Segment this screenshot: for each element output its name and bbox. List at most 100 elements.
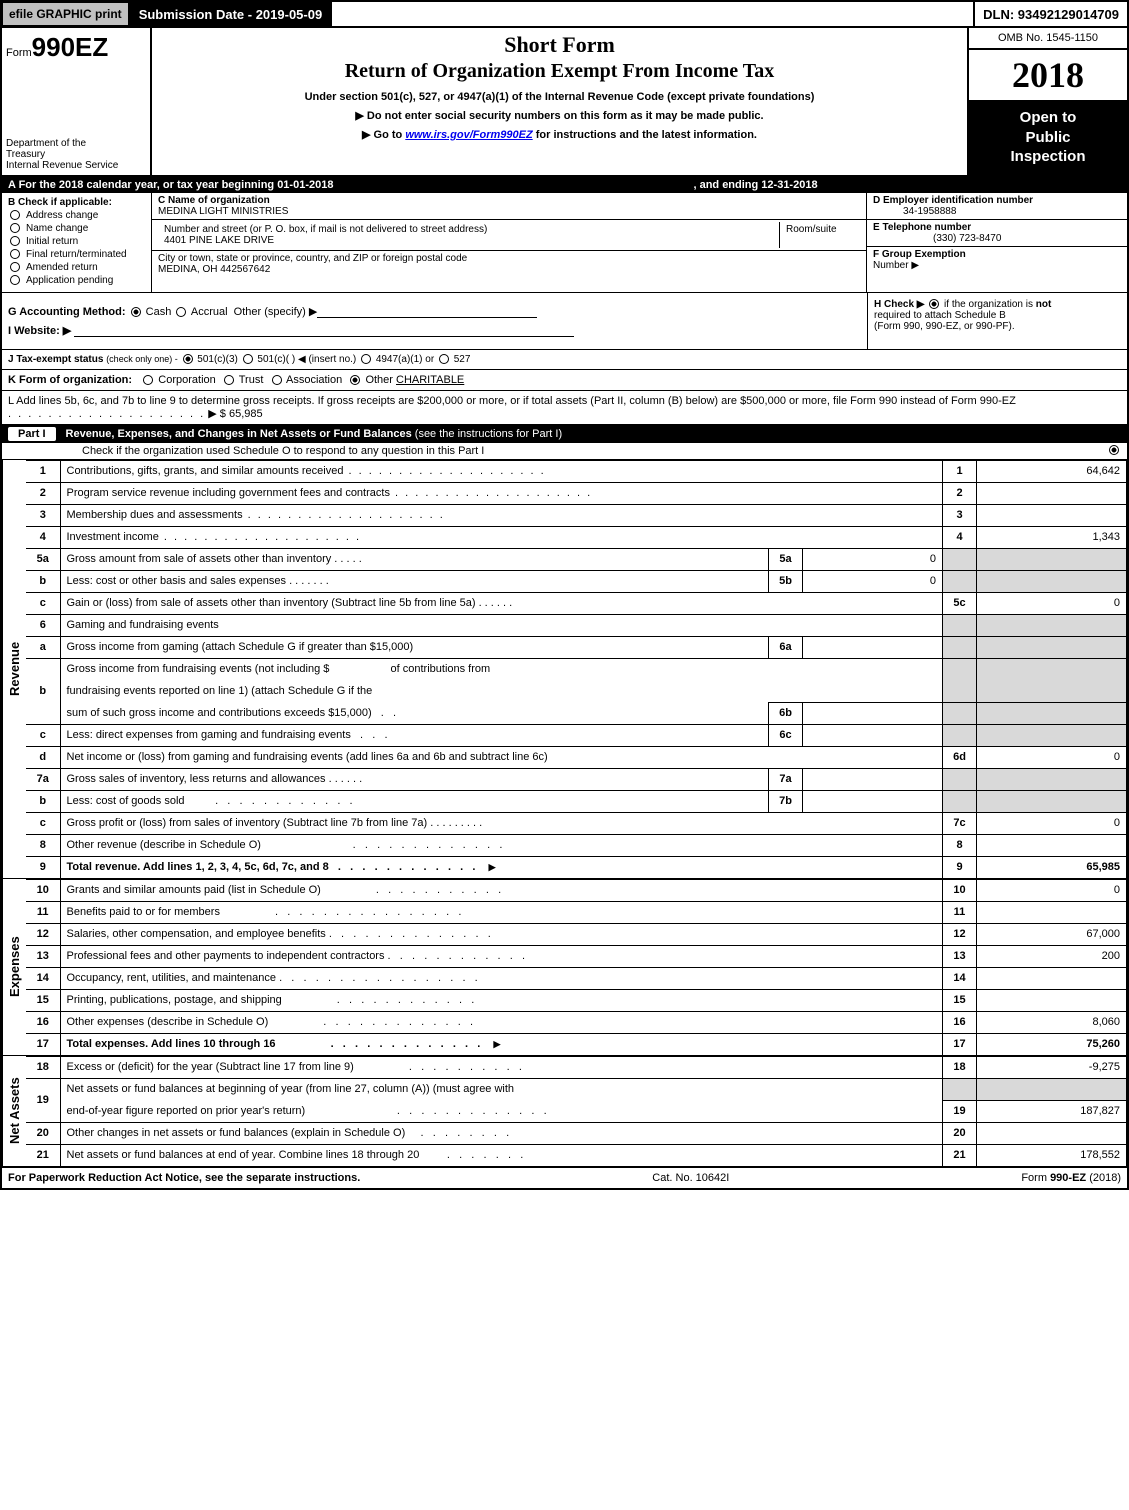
line-5b: bLess: cost or other basis and sales exp… [26, 570, 1127, 592]
chk-address-change[interactable]: Address change [8, 210, 145, 221]
radio-accrual[interactable] [176, 307, 186, 317]
desc: Gain or (loss) from sale of assets other… [60, 592, 943, 614]
part1-checkbox[interactable] [1109, 445, 1119, 455]
print-button[interactable]: efile GRAPHIC print [2, 2, 129, 26]
radio-501c[interactable] [243, 354, 253, 364]
phone-value: (330) 723-8470 [933, 233, 1001, 244]
col-b-checkboxes: B Check if applicable: Address change Na… [2, 193, 152, 292]
line-8: 8Other revenue (describe in Schedule O) … [26, 834, 1127, 856]
val: 1,343 [977, 526, 1127, 548]
dots [343, 465, 545, 477]
footer-center: Cat. No. 10642I [652, 1172, 729, 1184]
chk-final-return[interactable]: Final return/terminated [8, 249, 145, 260]
line-3: 3Membership dues and assessments3 [26, 504, 1127, 526]
desc-text: Less: direct expenses from gaming and fu… [67, 729, 351, 741]
radio-cash[interactable] [131, 307, 141, 317]
mini-num: 5a [769, 548, 803, 570]
line-6b-1: bGross income from fundraising events (n… [26, 658, 1127, 680]
l-value: 65,985 [229, 408, 263, 420]
line-17: 17Total expenses. Add lines 10 through 1… [26, 1033, 1127, 1055]
val: -9,275 [977, 1056, 1127, 1078]
shaded [977, 790, 1127, 812]
desc-text: Gross sales of inventory, less returns a… [67, 773, 326, 785]
e-label: E Telephone number [873, 222, 971, 233]
ln: 7a [26, 768, 60, 790]
num: 9 [943, 856, 977, 878]
desc-text: Contributions, gifts, grants, and simila… [67, 465, 344, 477]
ln: 13 [26, 945, 60, 967]
form-header: Form990EZ Department of the Treasury Int… [2, 26, 1127, 177]
line-7a: 7a Gross sales of inventory, less returns… [26, 768, 1127, 790]
radio-other[interactable] [350, 375, 360, 385]
ln: 20 [26, 1122, 60, 1144]
desc-text: Gross profit or (loss) from sales of inv… [67, 817, 428, 829]
submission-date: Submission Date - 2019-05-09 [129, 2, 333, 26]
d-ein: D Employer identification number 34-1958… [867, 193, 1127, 220]
val: 0 [977, 746, 1127, 768]
shaded [943, 614, 977, 636]
g-accrual: Accrual [191, 306, 228, 318]
radio-4947[interactable] [361, 354, 371, 364]
radio-trust[interactable] [224, 375, 234, 385]
address-block: Number and street (or P. O. box, if mail… [158, 222, 780, 248]
line-19-2: end-of-year figure reported on prior yea… [26, 1100, 1127, 1122]
radio-527[interactable] [439, 354, 449, 364]
j-o2: 501(c)( ) ◀ (insert no.) [257, 354, 356, 365]
line-18: 18Excess or (deficit) for the year (Subt… [26, 1056, 1127, 1078]
ein-value: 34-1958888 [903, 206, 956, 217]
desc: Less: cost or other basis and sales expe… [60, 570, 769, 592]
shaded [943, 1078, 977, 1100]
desc-text: end-of-year figure reported on prior yea… [67, 1105, 306, 1117]
col-def: D Employer identification number 34-1958… [867, 193, 1127, 292]
radio-corp[interactable] [143, 375, 153, 385]
ln: 17 [26, 1033, 60, 1055]
desc-text: Net assets or fund balances at end of ye… [67, 1149, 420, 1161]
desc: Less: direct expenses from gaming and fu… [60, 724, 769, 746]
desc: Total revenue. Add lines 1, 2, 3, 4, 5c,… [60, 856, 943, 878]
shaded [977, 1078, 1127, 1100]
j-note: (check only one) - [106, 354, 178, 364]
chk-amended-return[interactable]: Amended return [8, 262, 145, 273]
num: 2 [943, 482, 977, 504]
desc: Investment income [60, 526, 943, 548]
desc: Occupancy, rent, utilities, and maintena… [60, 967, 943, 989]
line-5a: 5aGross amount from sale of assets other… [26, 548, 1127, 570]
line-6c: cLess: direct expenses from gaming and f… [26, 724, 1127, 746]
h-checkbox[interactable] [929, 299, 939, 309]
main-title: Return of Organization Exempt From Incom… [160, 60, 959, 83]
short-form-title: Short Form [160, 32, 959, 58]
city-label: City or town, state or province, country… [158, 253, 467, 264]
open-line-2: Public [973, 128, 1123, 148]
row-l-gross-receipts: L Add lines 5b, 6c, and 7b to line 9 to … [2, 391, 1127, 425]
row-a-period: A For the 2018 calendar year, or tax yea… [2, 177, 1127, 193]
radio-501c3[interactable] [183, 354, 193, 364]
val: 67,000 [977, 923, 1127, 945]
j-label: J Tax-exempt status [8, 354, 103, 365]
desc: Total expenses. Add lines 10 through 16 … [60, 1033, 943, 1055]
irs-link[interactable]: www.irs.gov/Form990EZ [405, 129, 532, 141]
city-value: MEDINA, OH 442567642 [158, 264, 270, 275]
row-ghi: G Accounting Method: Cash Accrual Other … [2, 293, 1127, 350]
revenue-table: 1 Contributions, gifts, grants, and simil… [26, 460, 1127, 879]
line-1: 1 Contributions, gifts, grants, and simil… [26, 460, 1127, 482]
line-4: 4Investment income41,343 [26, 526, 1127, 548]
shaded [977, 548, 1127, 570]
line-10: 10Grants and similar amounts paid (list … [26, 879, 1127, 901]
c-label: C Name of organization [158, 195, 270, 206]
val: 64,642 [977, 460, 1127, 482]
expenses-section: Expenses 10Grants and similar amounts pa… [2, 879, 1127, 1056]
f-label: F Group Exemption [873, 249, 966, 260]
shaded [977, 570, 1127, 592]
row-a-ending: , and ending 12-31-2018 [693, 179, 817, 191]
chk-initial-return[interactable]: Initial return [8, 236, 145, 247]
section-bcdef: B Check if applicable: Address change Na… [2, 193, 1127, 293]
ln: 1 [26, 460, 60, 482]
chk-label: Address change [26, 210, 98, 221]
radio-assoc[interactable] [272, 375, 282, 385]
chk-name-change[interactable]: Name change [8, 223, 145, 234]
ln: 18 [26, 1056, 60, 1078]
h-check: H Check ▶ if the organization is not req… [867, 293, 1127, 349]
desc: Salaries, other compensation, and employ… [60, 923, 943, 945]
net-assets-section: Net Assets 18Excess or (deficit) for the… [2, 1056, 1127, 1167]
chk-application-pending[interactable]: Application pending [8, 275, 145, 286]
